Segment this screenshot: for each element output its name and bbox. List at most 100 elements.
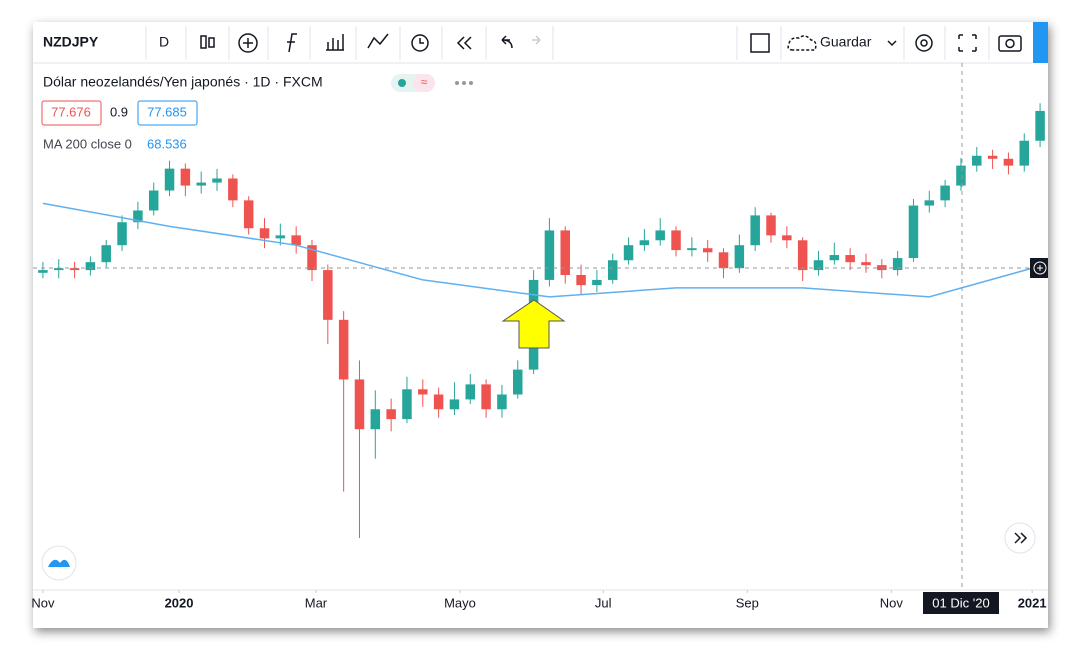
x-tick-label: Sep	[736, 595, 759, 610]
candle-body	[275, 235, 286, 239]
candle-body	[908, 205, 919, 259]
candle-body	[702, 248, 713, 253]
candle-body	[766, 215, 776, 236]
candle-body	[639, 240, 650, 246]
candle-body	[481, 384, 491, 410]
replay-icon[interactable]	[456, 36, 472, 50]
candle-body	[418, 389, 428, 395]
candle-body	[402, 389, 412, 420]
candle-body	[687, 248, 697, 251]
indicator: MA 200 close 0	[43, 136, 132, 151]
x-axis: Nov 2020 Mar Mayo Jul Sep Nov 2021	[31, 590, 1047, 610]
x-tick-label: Nov	[31, 595, 55, 610]
candle-body	[956, 165, 966, 186]
x-tick-label: 2020	[165, 595, 194, 610]
crosshair-date-box	[923, 592, 999, 614]
candle-body	[38, 270, 48, 273]
candle-body	[892, 258, 903, 271]
settings-icon[interactable]	[915, 34, 933, 52]
candle-body	[1035, 110, 1045, 141]
candle-body	[433, 394, 444, 410]
x-tick-label: Nov	[880, 595, 904, 610]
ask-box	[137, 100, 198, 126]
candle-body	[354, 379, 365, 430]
ask: 77.685	[147, 104, 187, 119]
symbol[interactable]: NZDJPY	[43, 34, 99, 50]
x-tick-label: Mayo	[444, 595, 476, 610]
candle-body	[576, 275, 586, 286]
bars-icon[interactable]	[326, 34, 344, 51]
candle-body	[243, 200, 254, 229]
chart	[38, 103, 1045, 539]
alert-icon[interactable]	[411, 34, 429, 52]
moving-average	[42, 202, 1041, 298]
crosshair-date: 01 Dic '20	[932, 595, 989, 610]
candle-body	[987, 155, 998, 159]
candle-body	[1019, 140, 1030, 166]
candle-body	[370, 409, 381, 430]
candle-body	[560, 230, 570, 275]
candle-body	[101, 245, 111, 263]
candle-body	[69, 268, 80, 271]
candle-body	[861, 262, 871, 266]
candle-body	[196, 182, 206, 186]
x-tick-label: Jul	[595, 595, 612, 610]
candle-body	[291, 235, 301, 246]
candle-body	[212, 178, 222, 183]
fx-icon[interactable]	[287, 33, 297, 53]
add-icon[interactable]	[238, 33, 258, 53]
candle-body	[513, 369, 523, 395]
candle-body	[148, 190, 159, 211]
candle-body	[497, 394, 507, 410]
candle-body	[829, 255, 840, 261]
layout-icon[interactable]	[750, 33, 770, 53]
x-tick-label: 2021	[1018, 595, 1047, 610]
series-title: Dólar neozelandés/Yen japonés · 1D · FXC…	[43, 74, 323, 90]
candle-body	[449, 399, 460, 410]
camera-icon[interactable]	[998, 35, 1022, 52]
candle-body	[940, 185, 950, 201]
svg-text:≈: ≈	[421, 75, 428, 89]
candle-body	[133, 210, 143, 223]
undo-icon[interactable]	[501, 35, 513, 49]
candle-body	[386, 409, 396, 420]
candle-body	[338, 319, 349, 380]
save-button[interactable]: Guardar	[820, 34, 872, 50]
candle-body	[117, 222, 127, 246]
candle-body	[607, 260, 618, 280]
candles-icon[interactable]	[200, 35, 207, 49]
candle-body	[671, 230, 681, 251]
candle-body	[845, 255, 855, 263]
bid: 77.676	[51, 104, 91, 119]
x-tick-label: Mar	[305, 595, 328, 610]
candle-body	[797, 240, 808, 271]
candle-body	[85, 262, 96, 271]
candle-body	[307, 245, 317, 271]
candle-body	[1003, 158, 1014, 166]
candle-body	[655, 230, 665, 241]
candle-body	[750, 215, 760, 246]
candle-body	[718, 252, 729, 269]
candle-body	[180, 168, 191, 186]
compare-icon[interactable]	[367, 33, 389, 49]
interval[interactable]: D	[159, 34, 169, 50]
candle-body	[924, 200, 935, 206]
side-button[interactable]	[1033, 22, 1048, 63]
candle-body	[592, 279, 602, 286]
cloud-icon[interactable]	[787, 35, 817, 51]
spread: 0.9	[110, 104, 128, 119]
candle-body	[813, 260, 824, 271]
candle-body	[544, 230, 555, 280]
candle-body	[323, 270, 333, 320]
bid-box	[41, 100, 102, 126]
candle-body	[782, 235, 792, 241]
candle-body	[164, 168, 175, 191]
candle-body	[228, 178, 238, 201]
candle-body	[53, 268, 64, 271]
candle-body	[465, 384, 476, 400]
candle-body	[623, 245, 634, 261]
annotation-arrow	[501, 299, 566, 349]
fullscreen-icon[interactable]	[958, 34, 977, 52]
redo-icon[interactable]	[532, 35, 541, 45]
